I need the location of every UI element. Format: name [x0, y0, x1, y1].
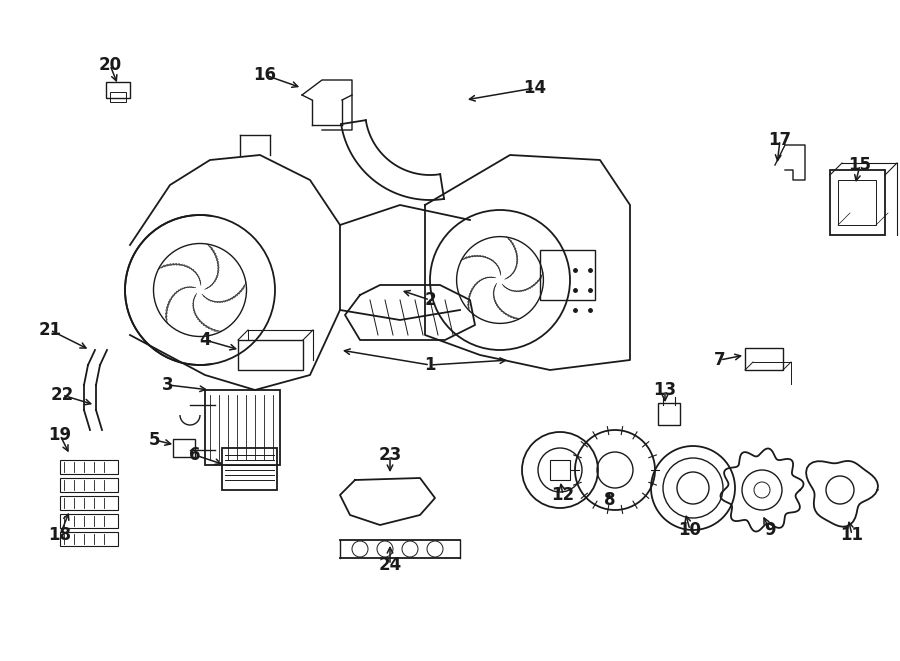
- Text: 6: 6: [189, 446, 201, 464]
- Text: 15: 15: [849, 156, 871, 174]
- Text: 3: 3: [162, 376, 174, 394]
- Text: 12: 12: [552, 486, 574, 504]
- Text: 16: 16: [254, 66, 276, 84]
- Text: 13: 13: [653, 381, 677, 399]
- Text: 5: 5: [149, 431, 161, 449]
- Text: 7: 7: [715, 351, 725, 369]
- Bar: [238, 340, 303, 370]
- Text: 24: 24: [378, 556, 401, 574]
- Text: 2: 2: [424, 291, 436, 309]
- Text: 9: 9: [764, 521, 776, 539]
- Text: 20: 20: [98, 56, 122, 74]
- Bar: [60, 478, 118, 492]
- Text: 21: 21: [39, 321, 61, 339]
- Bar: [550, 460, 570, 480]
- Bar: [106, 82, 130, 98]
- Text: 22: 22: [50, 386, 74, 404]
- Bar: [838, 180, 876, 225]
- Bar: [745, 348, 783, 370]
- Bar: [60, 514, 118, 528]
- Bar: [110, 92, 126, 102]
- Text: 14: 14: [524, 79, 546, 97]
- Bar: [60, 496, 118, 510]
- Bar: [205, 390, 280, 465]
- Bar: [658, 403, 680, 425]
- Bar: [173, 439, 195, 457]
- Text: 18: 18: [49, 526, 71, 544]
- Text: 10: 10: [679, 521, 701, 539]
- Bar: [60, 460, 118, 474]
- Text: 1: 1: [424, 356, 436, 374]
- Text: 8: 8: [604, 491, 616, 509]
- Text: 11: 11: [841, 526, 863, 544]
- Bar: [60, 532, 118, 546]
- Bar: [540, 250, 595, 300]
- Text: 17: 17: [769, 131, 792, 149]
- Text: 23: 23: [378, 446, 401, 464]
- Bar: [830, 170, 885, 235]
- Bar: [222, 448, 277, 490]
- Text: 19: 19: [49, 426, 72, 444]
- Text: 4: 4: [199, 331, 211, 349]
